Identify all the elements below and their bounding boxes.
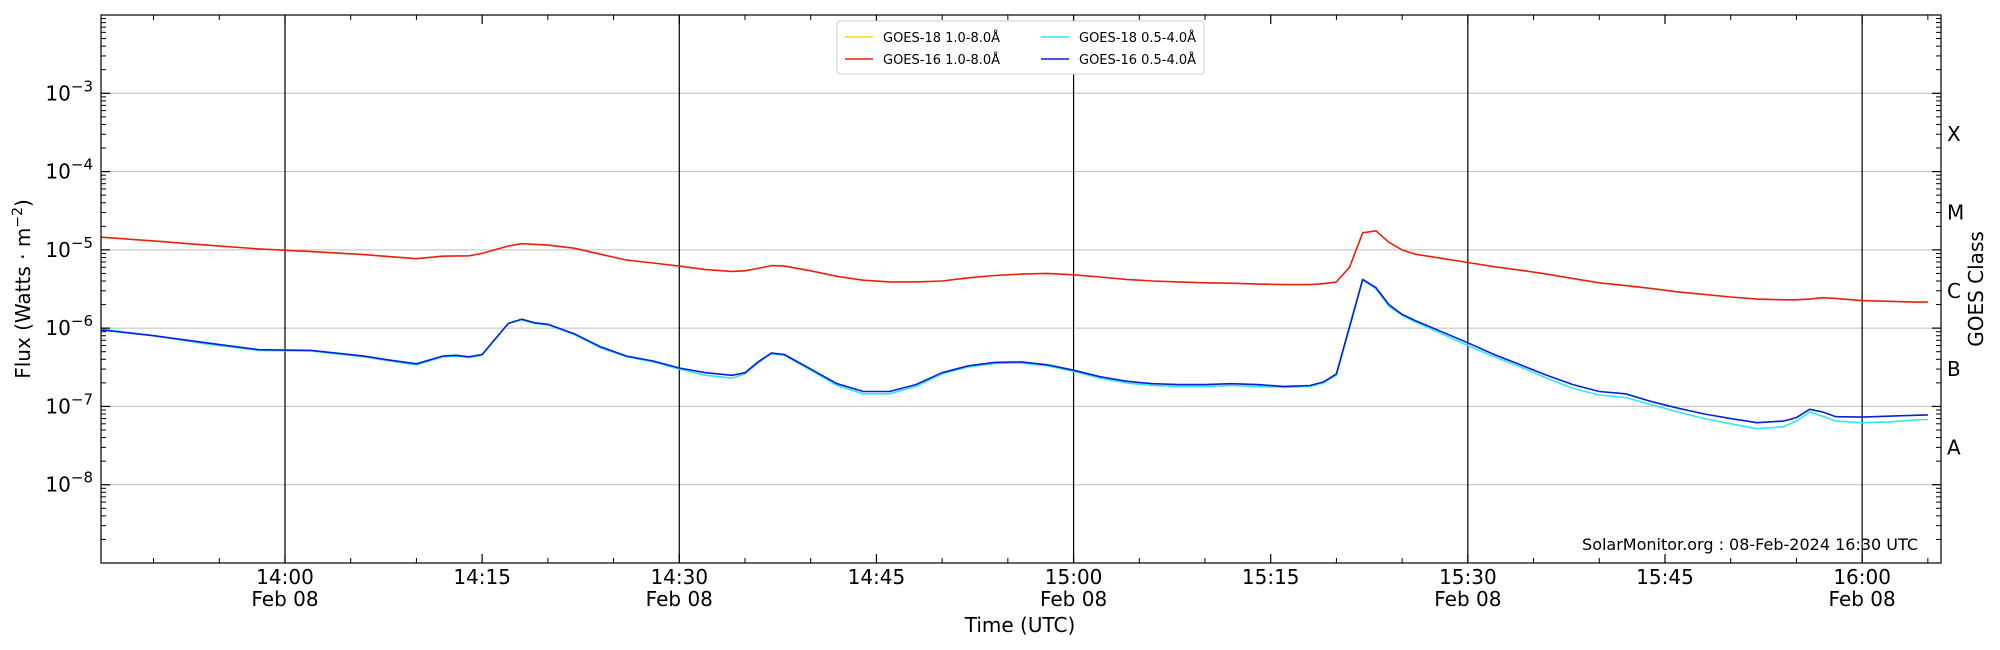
legend-entry-2: GOES-16 1.0-8.0Å bbox=[883, 52, 1000, 68]
legend-entry-1: GOES-18 1.0-8.0Å bbox=[883, 30, 1000, 46]
y-tick-label: 10−8 bbox=[45, 469, 93, 497]
x-tick-date-label: Feb 08 bbox=[646, 587, 713, 611]
goes-class-label-m: M bbox=[1947, 201, 1964, 225]
goes-class-axis-label: GOES Class bbox=[1964, 231, 1988, 347]
y-axis-label-exponent: −2 bbox=[10, 207, 26, 228]
x-tick-time-label: 15:45 bbox=[1636, 565, 1694, 589]
y-tick-label: 10−5 bbox=[45, 234, 93, 262]
credit-text: SolarMonitor.org : 08-Feb-2024 16:30 UTC bbox=[1582, 535, 1918, 554]
legend-box bbox=[836, 20, 1205, 75]
x-tick-time-label: 14:30 bbox=[650, 565, 708, 589]
y-tick-label: 10−3 bbox=[45, 77, 93, 105]
y-tick-label: 10−4 bbox=[45, 156, 93, 184]
x-tick-time-label: 14:00 bbox=[256, 565, 314, 589]
goes-class-label-a: A bbox=[1947, 435, 1961, 459]
x-tick-date-label: Feb 08 bbox=[1040, 587, 1107, 611]
x-tick-time-label: 15:15 bbox=[1242, 565, 1300, 589]
x-tick-time-label: 14:15 bbox=[453, 565, 511, 589]
goes-class-label-c: C bbox=[1947, 279, 1961, 303]
x-tick-date-label: Feb 08 bbox=[251, 587, 318, 611]
y-tick-label: 10−7 bbox=[45, 390, 93, 418]
y-tick-label: 10−6 bbox=[45, 312, 93, 340]
series-line-4 bbox=[100, 278, 1928, 424]
plot-frame bbox=[100, 14, 1942, 564]
series-layer bbox=[100, 230, 1928, 430]
x-tick-time-label: 14:45 bbox=[848, 565, 906, 589]
legend: GOES-18 1.0-8.0Å GOES-16 1.0-8.0Å GOES-18 … bbox=[836, 20, 1205, 75]
x-tick-date-label: Feb 08 bbox=[1829, 587, 1896, 611]
goes-class-label-x: X bbox=[1947, 122, 1961, 146]
y-axis-label-suffix: ) bbox=[11, 199, 35, 207]
y-axis-label: Flux (Watts · m−2) bbox=[10, 199, 35, 379]
x-tick-time-label: 16:00 bbox=[1833, 565, 1891, 589]
legend-entry-3: GOES-18 0.5-4.0Å bbox=[1079, 30, 1196, 46]
legend-entry-4: GOES-16 0.5-4.0Å bbox=[1079, 52, 1196, 68]
grid-layer bbox=[101, 15, 1941, 563]
x-axis-label: Time (UTC) bbox=[964, 613, 1076, 637]
x-tick-time-label: 15:00 bbox=[1045, 565, 1103, 589]
x-tick-time-label: 15:30 bbox=[1439, 565, 1497, 589]
goes-class-label-b: B bbox=[1947, 357, 1961, 381]
series-line-2 bbox=[100, 230, 1928, 303]
x-tick-date-label: Feb 08 bbox=[1434, 587, 1501, 611]
y-axis-label-prefix: Flux (Watts · m bbox=[11, 228, 35, 379]
